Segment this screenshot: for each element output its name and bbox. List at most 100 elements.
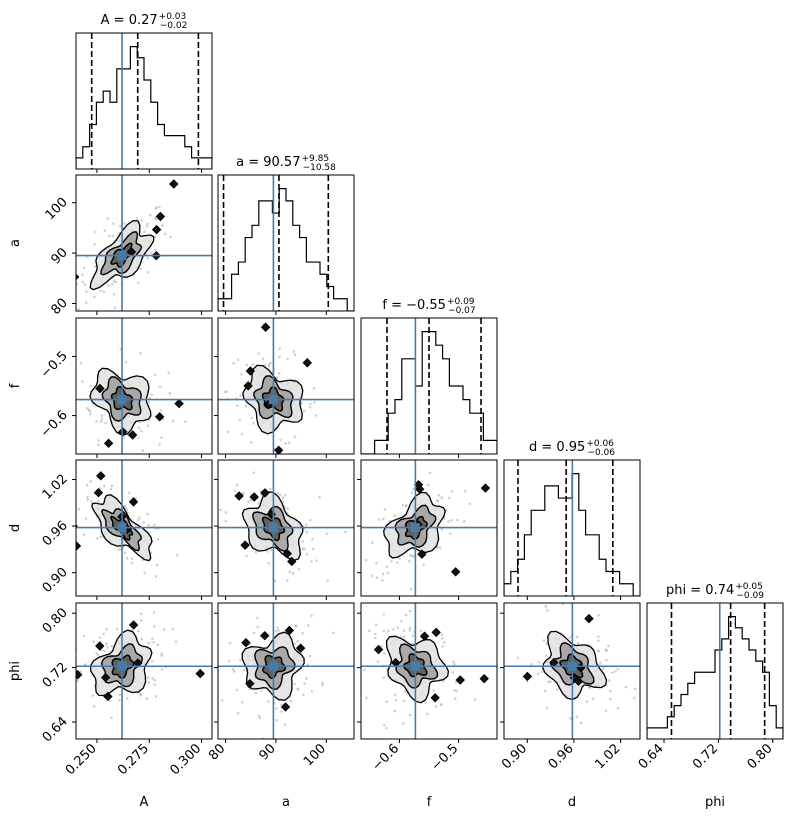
contour-blob	[174, 398, 184, 409]
sample-point	[293, 435, 297, 439]
sample-point	[105, 627, 108, 631]
sample-point	[111, 234, 115, 238]
sample-point	[130, 561, 134, 565]
contour-blob	[390, 657, 401, 668]
sample-point	[403, 689, 407, 693]
sample-point	[597, 635, 600, 638]
sample-point	[158, 385, 162, 388]
sample-point	[392, 628, 395, 631]
sample-point	[442, 679, 445, 683]
truth-marker	[117, 395, 127, 405]
sample-point	[84, 301, 88, 304]
sample-point	[130, 557, 134, 560]
contour-blob	[245, 678, 255, 689]
sample-point	[434, 705, 438, 708]
sample-point	[326, 579, 330, 582]
sample-point	[288, 570, 292, 574]
sample-point	[536, 672, 540, 676]
sample-point	[393, 709, 397, 713]
sample-point	[385, 726, 388, 730]
sample-point	[113, 306, 117, 310]
title-plus-A: +0.03	[159, 12, 187, 22]
sample-point	[151, 677, 155, 680]
sample-point	[575, 715, 579, 719]
sample-point	[611, 671, 614, 674]
sample-point	[125, 697, 129, 700]
sample-point	[93, 295, 96, 299]
sample-point	[303, 682, 306, 685]
panel-f-vs-A: −0.6 −0.5	[38, 317, 213, 458]
x-axis-label-a: a	[282, 795, 290, 810]
sample-point	[244, 404, 248, 408]
sample-point	[155, 563, 159, 567]
contour-blob	[549, 657, 559, 668]
sample-point	[275, 707, 278, 710]
sample-point	[311, 538, 314, 541]
sample-point	[245, 554, 248, 558]
sample-point	[112, 293, 116, 296]
sample-point	[250, 416, 254, 420]
sample-point	[236, 711, 240, 715]
sample-point	[261, 357, 265, 361]
title-main-a: a = 90.57	[236, 155, 300, 170]
sample-point	[167, 371, 171, 375]
contour-blob	[576, 663, 586, 673]
sample-point	[280, 703, 283, 706]
sample-point	[408, 626, 412, 630]
contour-blob	[302, 358, 313, 368]
truth-marker	[268, 661, 278, 671]
title-A: A = 0.27+0.03 −0.02	[101, 12, 188, 31]
sample-point	[561, 603, 565, 606]
sample-point	[172, 419, 175, 423]
contour-blob	[195, 668, 205, 679]
sample-point	[544, 605, 548, 608]
sample-point	[278, 355, 281, 359]
sample-point	[381, 517, 385, 521]
x-axis-label-A: A	[140, 795, 149, 810]
sample-point	[92, 705, 96, 708]
x-axis-label-d: d	[568, 795, 576, 810]
contour-blob	[573, 676, 584, 686]
y-tick-label: −0.5	[38, 349, 71, 382]
y-tick-label: 100	[43, 195, 71, 223]
x-tick-label: 0.64	[636, 741, 667, 772]
contour-blob	[241, 637, 251, 648]
contour-blob	[128, 497, 139, 507]
x-tick-label: −0.5	[428, 741, 461, 774]
x-tick-label: 100	[301, 741, 329, 769]
sample-point	[95, 651, 98, 655]
contour-blob	[67, 398, 75, 406]
panel-frame	[75, 32, 213, 170]
sample-point	[304, 523, 308, 527]
panel-d-vs-d: d = 0.95+0.06 −0.06	[503, 439, 641, 600]
sample-point	[105, 642, 108, 646]
sample-point	[233, 489, 237, 493]
sample-point	[454, 680, 458, 684]
sample-point	[100, 414, 104, 417]
contour-blob	[39, 269, 47, 277]
title-main-A: A = 0.27	[101, 13, 158, 28]
sample-point	[150, 659, 154, 663]
contour-blob	[76, 273, 80, 281]
panel-frame	[360, 602, 498, 740]
sample-point	[139, 619, 143, 622]
sample-point	[411, 634, 415, 638]
contour-blob	[103, 438, 114, 449]
contour-blob	[245, 366, 256, 376]
sample-point	[60, 499, 63, 502]
sample-point	[315, 559, 318, 562]
sample-point	[238, 659, 242, 662]
sample-point	[140, 637, 144, 641]
sample-point	[153, 678, 157, 682]
sample-point	[112, 222, 115, 225]
sample-point	[56, 464, 59, 467]
sample-point	[73, 647, 76, 650]
contour-blob	[417, 549, 427, 559]
panel-d-vs-f	[357, 459, 498, 600]
sample-point	[385, 700, 388, 703]
y-tick-label: −0.6	[38, 408, 71, 441]
sample-point	[549, 680, 552, 683]
sample-point	[137, 426, 141, 430]
sample-point	[82, 634, 86, 638]
sample-point	[95, 420, 98, 423]
